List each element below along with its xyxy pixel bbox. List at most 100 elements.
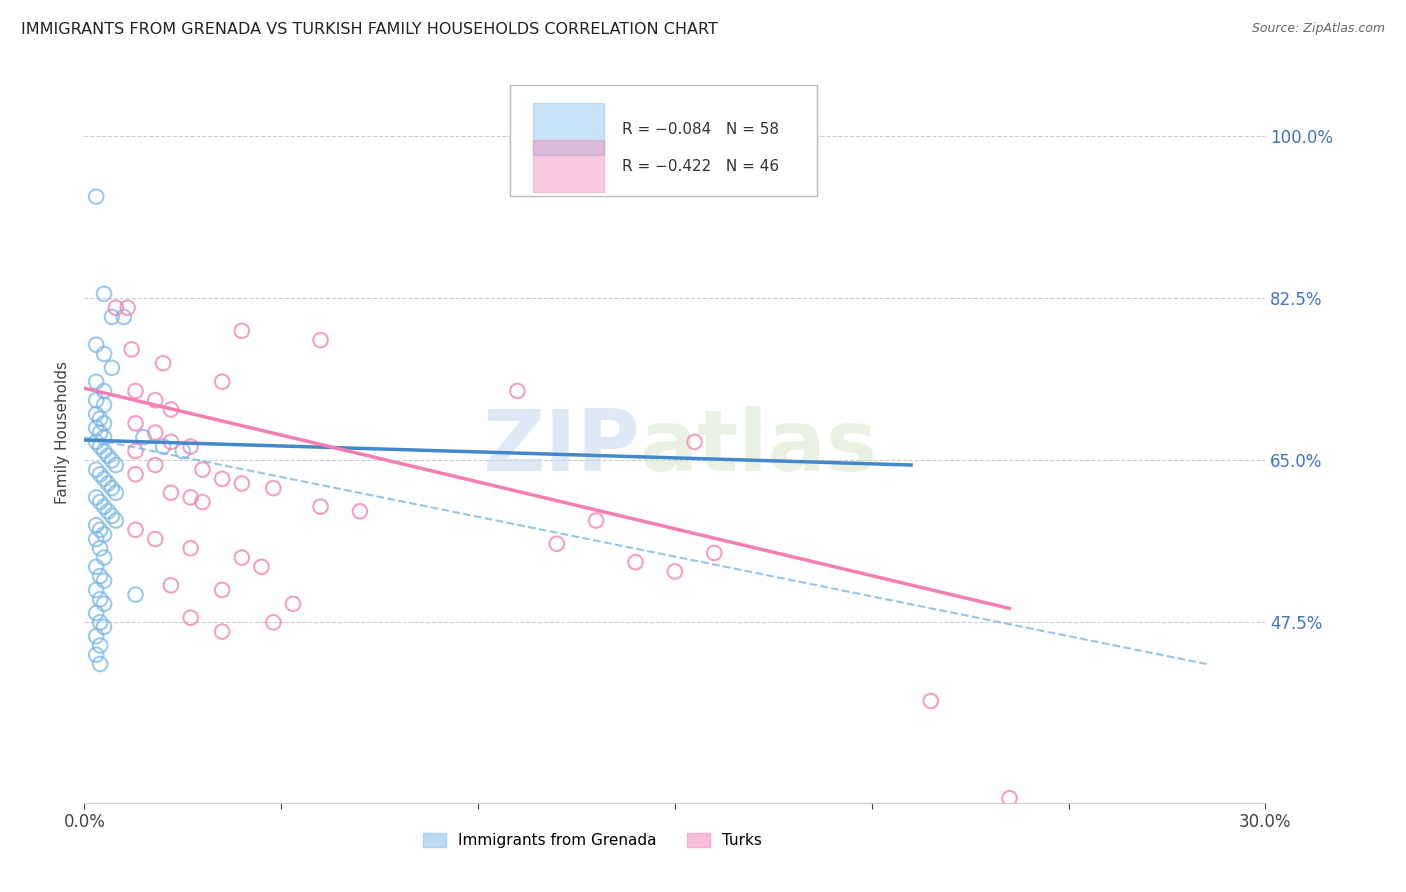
Point [89, 467, 111, 482]
Point [84, 518, 107, 533]
Point [93, 550, 115, 565]
Point [998, 791, 1021, 805]
Point [211, 582, 233, 597]
Point [143, 393, 166, 408]
Point [101, 481, 124, 495]
Point [180, 440, 202, 454]
Point [84, 421, 107, 435]
Point [89, 592, 111, 607]
Point [93, 430, 115, 444]
Point [89, 541, 111, 556]
FancyBboxPatch shape [509, 85, 817, 195]
Point [281, 597, 304, 611]
Point [124, 588, 146, 602]
Point [84, 393, 107, 408]
Point [124, 523, 146, 537]
Point [84, 648, 107, 662]
Point [124, 417, 146, 431]
Point [262, 481, 284, 495]
Point [84, 407, 107, 421]
Point [349, 504, 371, 518]
Point [231, 550, 253, 565]
Point [160, 485, 183, 500]
Point [89, 657, 111, 671]
Point [683, 434, 706, 449]
Point [180, 611, 202, 625]
Point [262, 615, 284, 630]
Point [152, 356, 174, 370]
Point [104, 301, 127, 315]
Point [160, 402, 183, 417]
Point [506, 384, 529, 398]
Point [93, 500, 115, 514]
Point [84, 606, 107, 620]
Point [89, 523, 111, 537]
Point [93, 597, 115, 611]
Point [93, 444, 115, 458]
Point [112, 310, 135, 324]
Point [104, 458, 127, 472]
Point [84, 189, 107, 203]
Point [101, 310, 124, 324]
Point [84, 462, 107, 476]
Point [84, 582, 107, 597]
Point [84, 559, 107, 574]
Text: R = −0.084   N = 58: R = −0.084 N = 58 [621, 121, 779, 136]
Point [664, 565, 686, 579]
Point [309, 500, 332, 514]
Text: atlas: atlas [640, 406, 877, 489]
Point [97, 504, 120, 518]
Point [160, 578, 183, 592]
Point [309, 333, 332, 347]
Point [84, 491, 107, 505]
Text: ZIP: ZIP [482, 406, 640, 489]
Point [172, 444, 194, 458]
Point [132, 430, 155, 444]
Legend: Immigrants from Grenada, Turks: Immigrants from Grenada, Turks [416, 827, 768, 855]
Point [160, 434, 183, 449]
Point [191, 462, 214, 476]
Point [211, 375, 233, 389]
Point [121, 343, 143, 357]
Point [93, 620, 115, 634]
FancyBboxPatch shape [533, 103, 605, 155]
Point [89, 615, 111, 630]
Point [89, 411, 111, 425]
Point [180, 541, 202, 556]
Point [143, 458, 166, 472]
Point [191, 495, 214, 509]
Point [211, 624, 233, 639]
Point [93, 417, 115, 431]
Point [180, 491, 202, 505]
Point [124, 467, 146, 482]
Point [101, 508, 124, 523]
Point [152, 440, 174, 454]
Point [211, 472, 233, 486]
Point [124, 444, 146, 458]
Point [546, 536, 568, 550]
Point [93, 398, 115, 412]
Point [920, 694, 942, 708]
Point [143, 532, 166, 546]
Point [624, 555, 647, 569]
Point [585, 514, 607, 528]
Point [93, 286, 115, 301]
Point [89, 639, 111, 653]
Point [143, 425, 166, 440]
Point [89, 440, 111, 454]
Point [101, 360, 124, 375]
Point [84, 337, 107, 351]
Point [231, 324, 253, 338]
Point [97, 449, 120, 463]
Point [93, 527, 115, 541]
Point [231, 476, 253, 491]
Y-axis label: Family Households: Family Households [55, 361, 70, 504]
Point [250, 559, 273, 574]
Point [101, 453, 124, 467]
Point [93, 472, 115, 486]
Point [124, 384, 146, 398]
Point [84, 434, 107, 449]
Point [89, 569, 111, 583]
Text: Source: ZipAtlas.com: Source: ZipAtlas.com [1251, 22, 1385, 36]
Point [84, 375, 107, 389]
